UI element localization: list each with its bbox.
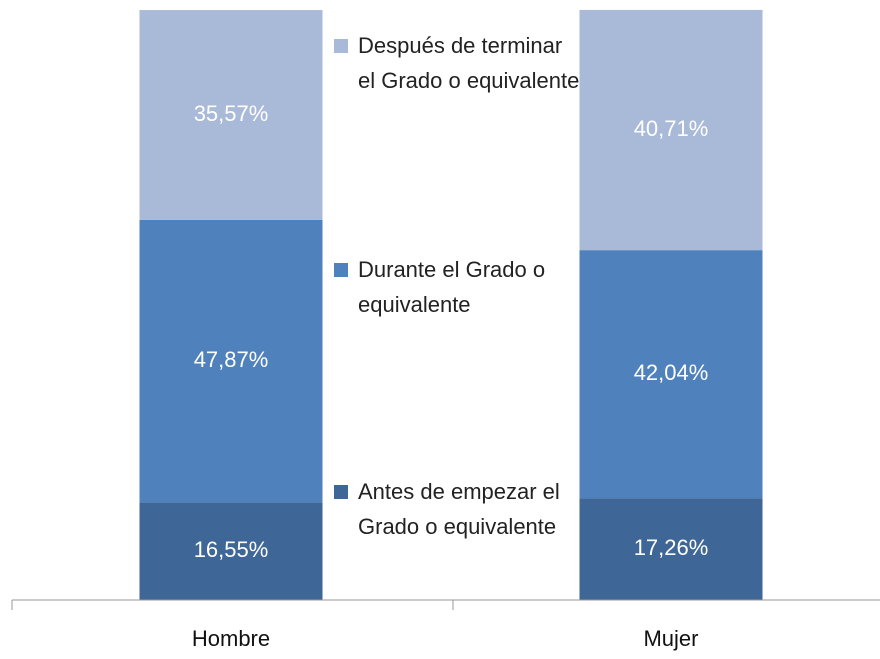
legend-entry: Antes de empezar el Grado o equivalente — [330, 474, 580, 544]
legend-entry: Durante el Grado o equivalente — [330, 252, 580, 322]
data-label: 42,04% — [634, 360, 709, 385]
bar-segment — [579, 250, 763, 499]
legend-label: Después de terminar el Grado o equivalen… — [358, 33, 580, 93]
bar-segment — [139, 502, 323, 600]
bar-segment — [139, 219, 323, 503]
legend-swatch — [334, 263, 348, 277]
legend-swatch — [334, 39, 348, 53]
bar-segment — [139, 10, 323, 220]
bar-segment — [579, 498, 763, 600]
data-label: 17,26% — [634, 535, 709, 560]
legend-entry: Después de terminar el Grado o equivalen… — [330, 28, 580, 98]
bar-segment — [579, 9, 763, 251]
data-label: 16,55% — [194, 537, 269, 562]
legend-label: Durante el Grado o equivalente — [358, 257, 546, 317]
data-label: 47,87% — [194, 347, 269, 372]
x-tick-label: Mujer — [643, 626, 698, 651]
legend-label: Antes de empezar el Grado o equivalente — [358, 479, 560, 539]
data-label: 35,57% — [194, 101, 269, 126]
legend-swatch — [334, 485, 348, 499]
x-tick-label: Hombre — [192, 626, 270, 651]
data-label: 40,71% — [634, 116, 709, 141]
